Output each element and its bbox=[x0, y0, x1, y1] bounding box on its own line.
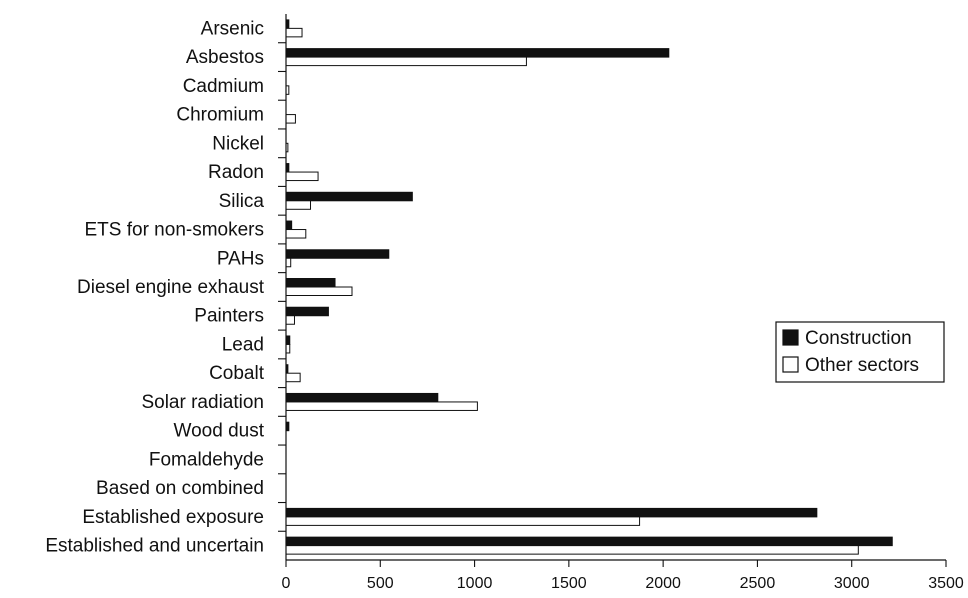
category-label-established-exposure: Established exposure bbox=[82, 507, 264, 528]
bar-other-sectors-pahs bbox=[285, 257, 292, 268]
category-label-wood-dust: Wood dust bbox=[174, 421, 265, 442]
category-label-ets-for-non-smokers: ETS for non-smokers bbox=[85, 220, 265, 241]
category-label-arsenic: Arsenic bbox=[201, 18, 264, 39]
category-label-cadmium: Cadmium bbox=[183, 76, 264, 97]
category-label-solar-radiation: Solar radiation bbox=[141, 392, 264, 413]
category-label-based-on-combined: Based on combined bbox=[96, 478, 264, 499]
bar-construction-silica bbox=[285, 191, 413, 202]
x-tick-label-3500: 3500 bbox=[928, 575, 964, 592]
category-ticks-layer bbox=[278, 42, 286, 532]
category-labels-layer: Arsenic Asbestos Cadmium Chromium Nickel Rado… bbox=[45, 18, 264, 556]
bar-construction-established-exposure bbox=[285, 507, 818, 518]
legend-label-other-sectors: Other sectors bbox=[805, 355, 919, 376]
legend-box bbox=[775, 321, 945, 383]
bar-other-sectors-painters bbox=[285, 315, 295, 325]
bar-other-sectors-chromium bbox=[285, 114, 296, 124]
bar-other-sectors-established-exposure bbox=[285, 516, 641, 526]
x-tick-label-1000: 1000 bbox=[457, 575, 493, 592]
x-tick-label-2500: 2500 bbox=[740, 575, 776, 592]
x-tick-label-500: 500 bbox=[367, 575, 394, 592]
x-tick-label-0: 0 bbox=[282, 575, 291, 592]
x-ticks-layer: 0 500 1000 1500 2000 2500 3000 3500 bbox=[282, 560, 964, 592]
category-label-asbestos: Asbestos bbox=[186, 47, 264, 68]
category-label-diesel-engine-exhaust: Diesel engine exhaust bbox=[77, 277, 265, 298]
bar-other-sectors-arsenic bbox=[285, 27, 303, 38]
bar-other-sectors-radon bbox=[285, 171, 319, 182]
category-label-nickel: Nickel bbox=[212, 133, 264, 154]
bar-other-sectors-diesel-engine-exhaust bbox=[285, 286, 353, 296]
bar-construction-solar-radiation bbox=[285, 392, 439, 403]
category-label-chromium: Chromium bbox=[176, 105, 264, 126]
category-label-silica: Silica bbox=[219, 191, 265, 212]
category-label-cobalt: Cobalt bbox=[209, 363, 265, 384]
legend-label-construction: Construction bbox=[805, 328, 912, 349]
x-tick-label-3000: 3000 bbox=[834, 575, 870, 592]
category-label-lead: Lead bbox=[222, 334, 264, 355]
bar-construction-asbestos bbox=[285, 48, 670, 58]
legend: Construction Other sectors bbox=[775, 321, 945, 383]
category-label-fomaldehyde: Fomaldehyde bbox=[149, 449, 264, 470]
bar-other-sectors-established-and-uncertain bbox=[285, 545, 859, 555]
bar-construction-ets-for-non-smokers bbox=[285, 220, 293, 231]
bar-other-sectors-cobalt bbox=[285, 372, 301, 383]
bar-construction-painters bbox=[285, 306, 329, 317]
bar-construction-established-and-uncertain bbox=[285, 536, 893, 547]
bar-construction-pahs bbox=[285, 249, 390, 259]
bar-construction-diesel-engine-exhaust bbox=[285, 278, 336, 288]
category-label-pahs: PAHs bbox=[217, 248, 264, 269]
bar-other-sectors-ets-for-non-smokers bbox=[285, 229, 307, 239]
legend-swatch-other-sectors bbox=[782, 356, 799, 373]
legend-swatch-construction bbox=[782, 329, 799, 346]
bar-other-sectors-asbestos bbox=[285, 56, 527, 67]
category-label-radon: Radon bbox=[208, 162, 264, 183]
bar-other-sectors-solar-radiation bbox=[285, 401, 478, 411]
bars-layer bbox=[285, 19, 893, 555]
x-tick-label-1500: 1500 bbox=[551, 575, 587, 592]
bar-other-sectors-silica bbox=[285, 200, 312, 210]
x-tick-label-2000: 2000 bbox=[645, 575, 681, 592]
category-label-painters: Painters bbox=[194, 306, 264, 327]
category-label-established-and-uncertain: Established and uncertain bbox=[45, 536, 264, 557]
